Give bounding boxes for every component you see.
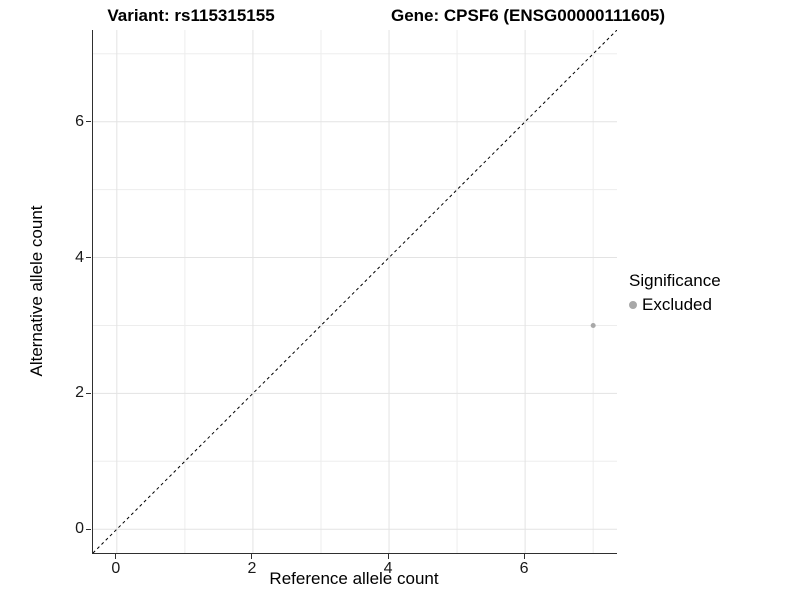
legend-item-label: Excluded [642, 295, 712, 314]
x-axis-tick [115, 554, 117, 559]
legend: Significance Excluded [629, 271, 721, 315]
data-point [590, 322, 596, 328]
legend-title: Significance [629, 271, 721, 290]
y-axis-tick [86, 121, 91, 123]
gene-title: Gene: CPSF6 (ENSG00000111605) [390, 6, 666, 25]
y-axis-title: Alternative allele count [27, 205, 46, 377]
y-tick-label: 2 [75, 384, 84, 402]
identity-dashed-line [93, 30, 617, 553]
variant-title: Variant: rs115315155 [107, 6, 275, 25]
y-axis-tick [86, 392, 91, 394]
x-axis-tick [523, 554, 525, 559]
legend-key-dot-icon [629, 301, 637, 309]
x-axis-tick [251, 554, 253, 559]
x-tick-label: 2 [247, 560, 257, 577]
y-axis-tick [86, 257, 91, 259]
plot-panel [92, 30, 617, 554]
x-axis-tick [387, 554, 389, 559]
y-tick-label: 4 [75, 248, 84, 266]
y-tick-label: 0 [75, 520, 84, 538]
y-axis-tick [86, 528, 91, 530]
x-axis-title: Reference allele count [269, 569, 439, 588]
y-tick-label: 6 [75, 112, 84, 130]
plot-canvas [93, 30, 617, 553]
x-tick-label: 0 [111, 560, 121, 577]
x-tick-label: 4 [383, 560, 393, 577]
x-tick-label: 6 [519, 560, 529, 577]
legend-item-excluded: Excluded [629, 295, 721, 315]
